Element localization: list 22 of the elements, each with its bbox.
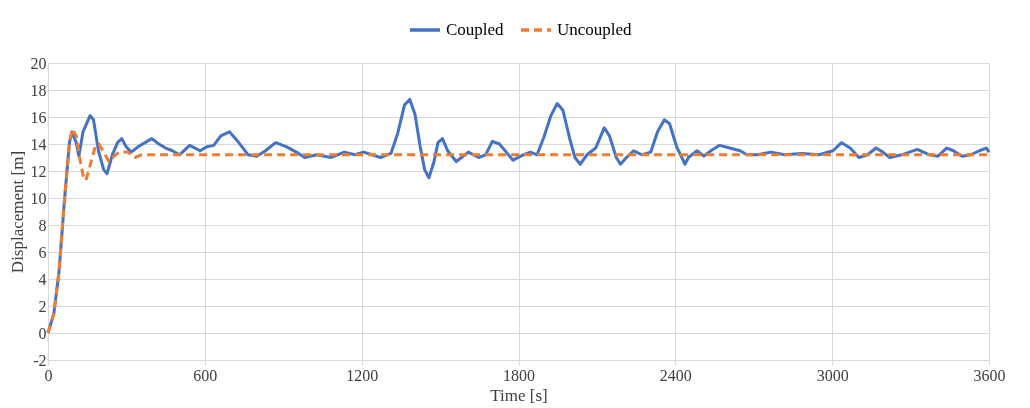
y-tick-label: 10 — [30, 189, 47, 207]
y-tick-label: 8 — [38, 216, 47, 234]
x-tick-label: 1800 — [503, 366, 535, 384]
x-tick-label: 3600 — [973, 366, 1006, 384]
y-axis-title: Displacement [m] — [7, 150, 27, 274]
y-tick-label: 0 — [38, 324, 47, 342]
y-tick-label: 18 — [30, 81, 47, 99]
y-tick-label: 4 — [38, 270, 47, 288]
x-tick-label: 3000 — [816, 366, 849, 384]
y-tick-label: -2 — [33, 351, 47, 369]
x-tick-label: 2400 — [659, 366, 692, 384]
x-tick-label: 600 — [193, 366, 218, 384]
y-tick-label: 6 — [38, 243, 47, 261]
y-tick-label: 20 — [30, 54, 47, 72]
y-tick-label: 14 — [30, 135, 47, 153]
legend-label: Uncoupled — [557, 20, 633, 39]
y-tick-label: 16 — [30, 108, 47, 126]
legend-label: Coupled — [446, 20, 505, 39]
y-tick-label: 12 — [30, 162, 47, 180]
x-axis-title: Time [s] — [490, 385, 548, 405]
x-tick-label: 1200 — [346, 366, 379, 384]
y-tick-label: 2 — [38, 297, 47, 315]
